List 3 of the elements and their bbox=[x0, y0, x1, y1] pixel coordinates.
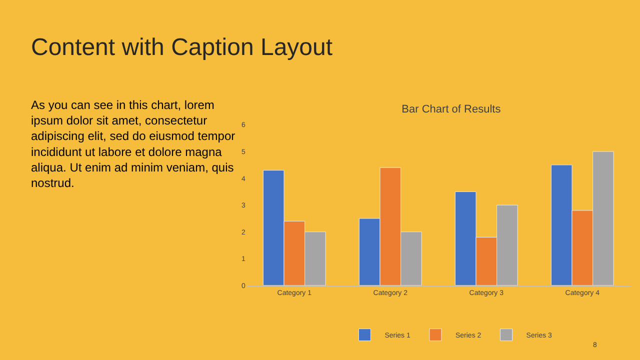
chart-title: Bar Chart of Results bbox=[402, 104, 502, 116]
text: As you can see in this chart, lorem ipsum dolor sit amet, consectetur adipiscing elit, sed do eiusmod tempor incididunt ut labore et dolore magna aliqua. Ut enim ad minim veniam, quis nostrud. bbox=[31, 98, 236, 190]
text: Content with Caption Layout bbox=[31, 34, 333, 61]
